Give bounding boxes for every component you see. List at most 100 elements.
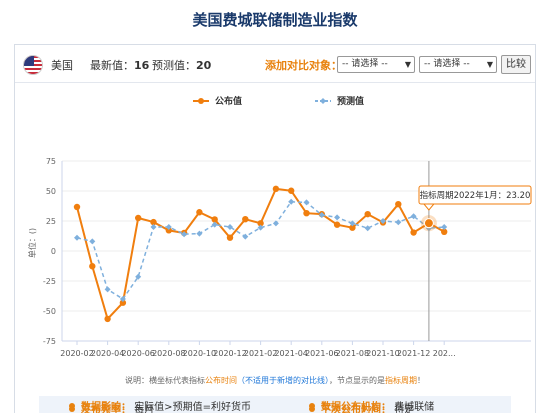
x-tick-label: 2021-08 (336, 349, 369, 358)
bullet-icon (309, 406, 315, 412)
data-point-forecast (104, 286, 111, 293)
data-point-published (364, 210, 371, 218)
data-point-forecast (196, 230, 203, 237)
data-point-forecast (334, 214, 341, 221)
note-paren: （不适用于新增的对比线） (237, 376, 329, 385)
x-tick-label: 2020-04 (91, 349, 124, 358)
data-point-forecast (74, 234, 80, 241)
y-tick-label: -75 (43, 337, 56, 346)
note-period: 指标周期 (385, 376, 417, 385)
compare-select-1[interactable]: -- 请选择 -- ▼ (337, 56, 415, 73)
tooltip-pointer (422, 203, 435, 211)
highlight-point (423, 218, 434, 229)
chart-svg: 7550250-25-50-75单位：()2020-022020-042020-… (27, 95, 532, 358)
info-impact-label: 数据影响： (81, 402, 131, 413)
add-compare-label: 添加对比对象： (265, 59, 342, 72)
data-point-published (257, 220, 264, 227)
data-point-published (135, 214, 142, 222)
chevron-down-icon: ▼ (404, 60, 411, 69)
data-point-published (165, 227, 172, 234)
bullet-icon (69, 406, 75, 412)
data-point-published (196, 209, 203, 216)
latest-value: 最新值：16 (90, 57, 149, 73)
info-next-value: 待定 (394, 405, 415, 413)
data-point-forecast (181, 231, 188, 238)
tooltip-text: 指标周期2022年1月：23.20 (420, 190, 531, 201)
indicator-info: 数据影响： 实际值>预期值=利好货币 数据公布机构： 费城联储 (39, 396, 511, 413)
data-point-published (333, 221, 341, 228)
y-tick-label: 0 (51, 247, 56, 256)
data-point-forecast (410, 213, 417, 220)
data-point-forecast (349, 220, 356, 227)
data-point-published (104, 315, 111, 323)
compare-select-2[interactable]: -- 请选择 -- ▼ (419, 56, 497, 73)
data-point-forecast (150, 224, 157, 230)
data-point-published (73, 203, 81, 211)
x-tick-label: 2021-12 (397, 349, 430, 358)
data-point-forecast (303, 199, 310, 206)
y-tick-label: 25 (46, 217, 56, 226)
indicator-toolbar: 美国 最新值：16 预测值：20 添加对比对象： -- 请选择 -- ▼ -- 请… (15, 45, 535, 83)
info-next-release: 下次公布时间： 待定 (309, 401, 414, 413)
data-point-published (242, 216, 249, 223)
data-point-published (89, 263, 96, 270)
data-point-published (226, 234, 234, 241)
data-point-forecast (89, 238, 96, 245)
x-tick-label: 2020-02 (60, 349, 93, 358)
compare-button[interactable]: 比较 (501, 55, 531, 74)
x-tick-label: 2021-04 (274, 349, 307, 358)
info-agency-value: 费城联储 (394, 402, 435, 413)
data-point-forecast (318, 212, 325, 218)
data-point-published (211, 216, 218, 223)
data-point-forecast (272, 220, 279, 227)
x-tick-label: 2021-10 (366, 349, 399, 358)
tooltip-box (418, 185, 532, 205)
indicator-panel: 美国 最新值：16 预测值：20 添加对比对象： -- 请选择 -- ▼ -- 请… (14, 44, 536, 413)
x-tick-label: 2021-06 (305, 349, 338, 358)
info-agency-label: 数据公布机构： (321, 402, 391, 413)
series-line-published (76, 187, 445, 321)
latest-number: 16 (134, 59, 150, 72)
data-point-forecast (135, 273, 142, 280)
data-point-forecast (395, 219, 402, 226)
note-publish-time: 公布时间 (205, 376, 237, 385)
x-tick-label: 2020-08 (152, 349, 185, 358)
data-point-forecast (380, 218, 386, 224)
data-point-published (410, 229, 417, 236)
y-tick-label: -25 (43, 277, 56, 286)
data-point-forecast (288, 198, 295, 205)
page-title: 美国费城联储制造业指数 (192, 11, 358, 29)
compare-select-2-value: -- 请选择 -- (424, 59, 470, 69)
x-tick-label: 2020-12 (213, 349, 246, 358)
data-point-forecast (165, 224, 172, 230)
note-prefix: 说明：横坐标代表指标 (125, 376, 205, 385)
latest-label: 最新值： (90, 59, 134, 72)
x-tick-label: 202... (433, 349, 456, 358)
forecast-value: 预测值：20 (152, 57, 211, 73)
data-point-forecast (257, 224, 264, 231)
forecast-label: 预测值： (152, 59, 196, 72)
y-tick-label: 75 (46, 157, 56, 166)
data-point-published (150, 218, 157, 226)
country-name: 美国 (51, 59, 73, 72)
x-tick-label: 2021-02 (244, 349, 277, 358)
legend-published-marker (198, 98, 204, 104)
data-point-published (303, 210, 310, 217)
data-point-forecast (119, 296, 126, 302)
y-tick-label: 50 (46, 187, 56, 196)
y-axis-label: 单位：() (27, 228, 37, 258)
data-point-forecast (364, 225, 371, 232)
data-point-published (395, 201, 402, 208)
data-point-published (119, 299, 127, 306)
indicator-chart: 75 50 25 0 -25 -50 -75 单位：() 2020-02 2020-04 2020-… (15, 83, 535, 389)
info-impact-value: 实际值>预期值=利好货币 (134, 402, 251, 413)
data-point-forecast (211, 221, 218, 228)
data-point-forecast (227, 224, 233, 230)
legend-published-label: 公布值 (215, 95, 242, 107)
chart-note: 说明：横坐标代表指标公布时间（不适用于新增的对比线），节点显示的是指标周期！ (15, 375, 535, 386)
data-point-published (272, 185, 280, 193)
chevron-down-icon: ▼ (486, 60, 493, 69)
data-point-forecast (441, 224, 448, 230)
info-next-label: 下次公布时间： (321, 405, 391, 413)
x-tick-label: 2020-06 (121, 349, 154, 358)
